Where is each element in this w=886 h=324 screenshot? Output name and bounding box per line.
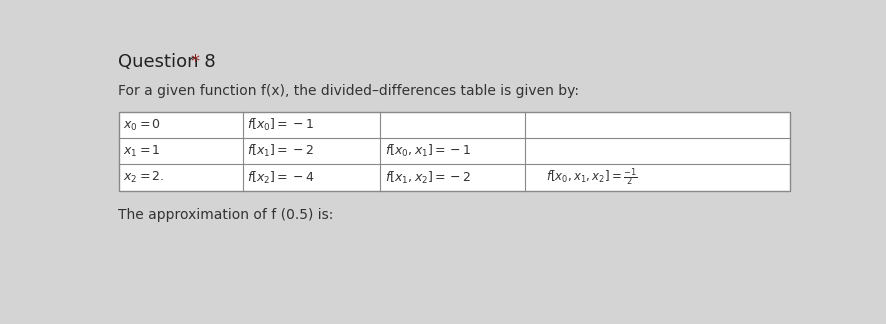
Text: $f[x_1,x_2]=-2$: $f[x_1,x_2]=-2$: [385, 169, 471, 186]
Text: The approximation of f (0.5) is:: The approximation of f (0.5) is:: [119, 207, 334, 222]
Text: $f[x_1]=-2$: $f[x_1]=-2$: [247, 143, 315, 159]
Text: $f[x_0,x_1,x_2]=\frac{-1}{2}$: $f[x_0,x_1,x_2]=\frac{-1}{2}$: [546, 167, 637, 188]
Text: Question 8: Question 8: [119, 53, 222, 71]
Text: For a given function f(x), the divided–differences table is given by:: For a given function f(x), the divided–d…: [119, 84, 579, 98]
Bar: [119, 112, 789, 191]
Text: $x_0=0$: $x_0=0$: [123, 118, 161, 133]
Text: $x_1=1$: $x_1=1$: [123, 144, 161, 159]
Text: $x_2=2.$: $x_2=2.$: [123, 170, 165, 185]
Text: *: *: [190, 53, 199, 71]
Text: $f[x_0,x_1]=-1$: $f[x_0,x_1]=-1$: [385, 143, 471, 159]
Text: $f[x_2]=-4$: $f[x_2]=-4$: [247, 169, 315, 186]
Text: $f[x_0]=-1$: $f[x_0]=-1$: [247, 117, 315, 133]
